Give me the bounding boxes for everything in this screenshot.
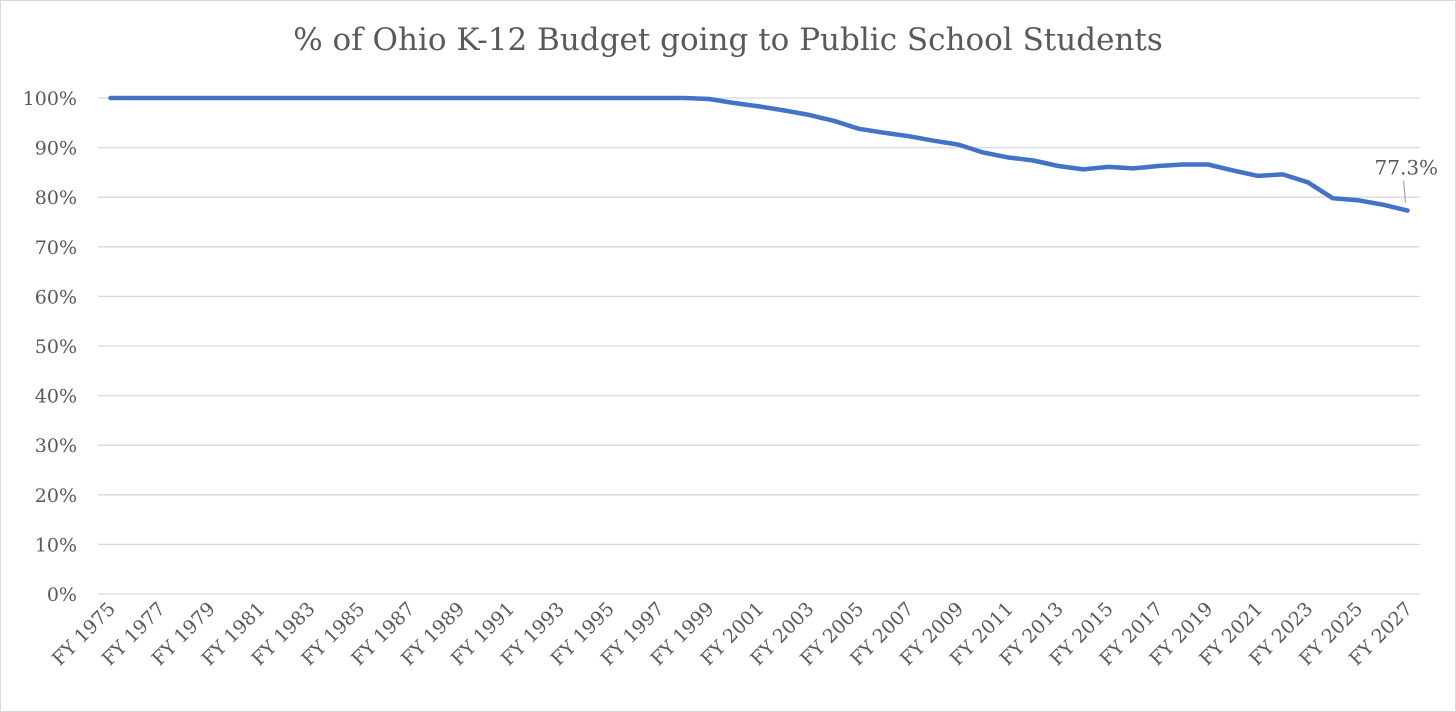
y-tick-label: 100% xyxy=(23,88,77,110)
annotation-leader-line xyxy=(1402,180,1407,203)
y-tick-label: 30% xyxy=(35,435,77,457)
y-tick-label: 70% xyxy=(35,237,77,259)
y-tick-label: 60% xyxy=(35,286,77,308)
y-tick-label: 90% xyxy=(35,138,77,160)
data-label: 77.3% xyxy=(1375,156,1439,180)
gridlines xyxy=(98,97,1420,595)
annotations: 77.3% xyxy=(1375,156,1439,203)
series-line xyxy=(108,95,1410,213)
y-tick-label: 80% xyxy=(35,187,77,209)
y-tick-label: 10% xyxy=(35,534,77,556)
y-tick-label: 50% xyxy=(35,336,77,358)
y-tick-label: 0% xyxy=(47,584,77,606)
series-layer xyxy=(108,95,1410,213)
y-tick-label: 40% xyxy=(35,386,77,408)
y-tick-label: 20% xyxy=(35,485,77,507)
y-axis-ticks: 0% 10% 20% 30% 40% 50% 60% 70% 80% 90% 100% xyxy=(23,88,77,606)
chart-title: % of Ohio K-12 Budget going to Public Sc… xyxy=(293,22,1163,58)
